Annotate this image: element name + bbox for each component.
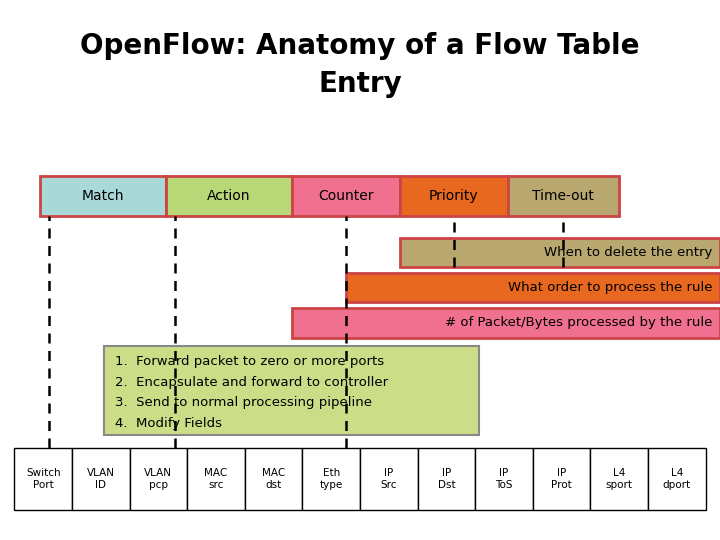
Text: Entry: Entry [318,70,402,98]
Text: Priority: Priority [429,189,478,202]
Text: MAC
dst: MAC dst [262,468,285,490]
Text: OpenFlow: Anatomy of a Flow Table: OpenFlow: Anatomy of a Flow Table [80,32,640,60]
Text: 4.  Modify Fields: 4. Modify Fields [115,417,222,430]
FancyBboxPatch shape [245,448,302,510]
Text: 2.  Encapsulate and forward to controller: 2. Encapsulate and forward to controller [115,376,388,389]
FancyBboxPatch shape [292,176,400,216]
Text: Switch
Port: Switch Port [26,468,60,490]
Text: IP
ToS: IP ToS [495,468,513,490]
FancyBboxPatch shape [360,448,418,510]
FancyBboxPatch shape [590,448,648,510]
FancyBboxPatch shape [648,448,706,510]
FancyBboxPatch shape [40,176,166,216]
FancyBboxPatch shape [166,176,292,216]
FancyBboxPatch shape [292,308,720,338]
FancyBboxPatch shape [104,346,479,435]
FancyBboxPatch shape [418,448,475,510]
FancyBboxPatch shape [346,273,720,302]
Text: Counter: Counter [318,189,374,202]
Text: Match: Match [81,189,124,202]
Text: 3.  Send to normal processing pipeline: 3. Send to normal processing pipeline [115,396,372,409]
FancyBboxPatch shape [475,448,533,510]
FancyBboxPatch shape [508,176,619,216]
Text: IP
Dst: IP Dst [438,468,455,490]
Text: What order to process the rule: What order to process the rule [508,281,713,294]
Text: L4
dport: L4 dport [662,468,691,490]
Text: 1.  Forward packet to zero or more ports: 1. Forward packet to zero or more ports [115,355,384,368]
Text: VLAN
pcp: VLAN pcp [145,468,172,490]
Text: # of Packet/Bytes processed by the rule: # of Packet/Bytes processed by the rule [446,316,713,329]
FancyBboxPatch shape [533,448,590,510]
FancyBboxPatch shape [72,448,130,510]
FancyBboxPatch shape [187,448,245,510]
Text: IP
Prot: IP Prot [552,468,572,490]
FancyBboxPatch shape [400,238,720,267]
Text: Time-out: Time-out [533,189,594,202]
FancyBboxPatch shape [400,176,508,216]
Text: Eth
type: Eth type [320,468,343,490]
Text: When to delete the entry: When to delete the entry [544,246,713,259]
Text: VLAN
ID: VLAN ID [87,468,114,490]
Text: L4
sport: L4 sport [606,468,633,490]
Text: IP
Src: IP Src [381,468,397,490]
FancyBboxPatch shape [302,448,360,510]
Text: Action: Action [207,189,251,202]
FancyBboxPatch shape [14,448,72,510]
Text: MAC
src: MAC src [204,468,228,490]
FancyBboxPatch shape [130,448,187,510]
